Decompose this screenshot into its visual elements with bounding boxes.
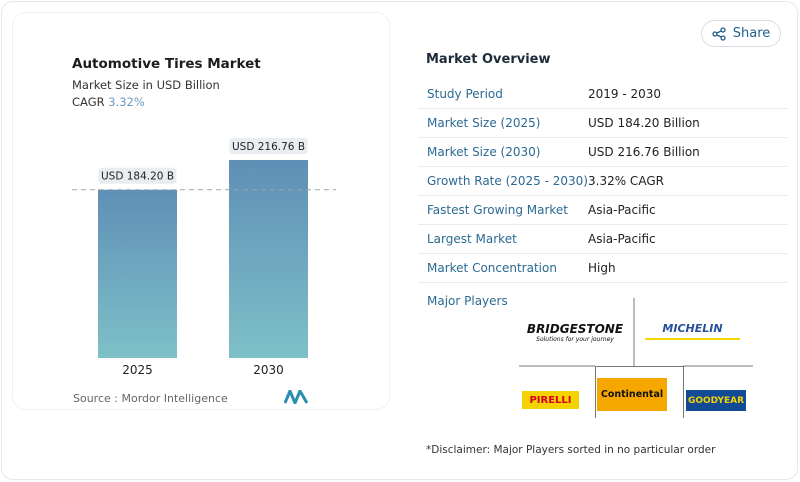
overview-value: Asia-Pacific	[588, 203, 656, 217]
bar-2030	[229, 160, 308, 358]
overview-row: Largest Market Asia-Pacific	[418, 225, 788, 254]
mordor-logo-icon	[284, 390, 308, 404]
overview-value: 3.32% CAGR	[588, 174, 664, 188]
overview-value: USD 184.20 Billion	[588, 116, 700, 130]
x-tick-label: 2025	[122, 363, 153, 377]
source-text: Source : Mordor Intelligence	[73, 392, 228, 405]
overview-key: Largest Market	[427, 232, 517, 246]
overview-title: Market Overview	[426, 52, 551, 67]
bar-2025	[98, 189, 177, 358]
overview-value: 2019 - 2030	[588, 87, 662, 101]
overview-row: Market Concentration High	[418, 254, 788, 283]
bar-chart: USD 184.20 B 2025 USD 216.76 B 2030	[72, 138, 336, 377]
data-label-bg	[98, 167, 177, 184]
disclaimer: *Disclaimer: Major Players sorted in no …	[426, 444, 716, 456]
overview-value: Asia-Pacific	[588, 232, 656, 246]
overview-row: Fastest Growing Market Asia-Pacific	[418, 196, 788, 225]
overview-row: Market Size (2030) USD 216.76 Billion	[418, 138, 788, 167]
overview-row: Market Size (2025) USD 184.20 Billion	[418, 109, 788, 138]
players-grid-lines	[519, 298, 753, 418]
overview-row: Growth Rate (2025 - 2030) 3.32% CAGR	[418, 167, 788, 196]
overview-key: Fastest Growing Market	[427, 203, 569, 217]
chart-card	[12, 12, 390, 410]
michelin-logo: MICHELIN	[645, 318, 740, 340]
cagr-value: 3.32%	[108, 95, 145, 109]
share-icon	[712, 26, 726, 41]
cagr: CAGR 3.32%	[72, 95, 145, 109]
overview-value: USD 216.76 Billion	[588, 145, 700, 159]
overview-key: Market Size (2030)	[427, 145, 541, 159]
chart-title: Automotive Tires Market	[72, 56, 261, 72]
overview-key: Market Concentration	[427, 261, 557, 275]
chart-subtitle: Market Size in USD Billion	[72, 78, 220, 92]
data-label: USD 184.20 B	[101, 171, 174, 183]
cagr-label: CAGR	[72, 95, 105, 109]
overview-value: High	[588, 261, 616, 275]
major-players-label: Major Players	[427, 294, 508, 308]
overview-key: Growth Rate (2025 - 2030)	[427, 174, 588, 188]
share-button[interactable]: Share	[701, 20, 781, 47]
bridgestone-logo: BRIDGESTONE Solutions for your journey	[526, 321, 624, 343]
overview-row: Study Period 2019 - 2030	[418, 80, 788, 109]
continental-logo: Continental	[597, 378, 667, 411]
goodyear-logo: GOODYEAR	[686, 390, 746, 411]
share-label: Share	[732, 26, 771, 41]
overview-key: Study Period	[427, 87, 503, 101]
data-label: USD 216.76 B	[232, 141, 305, 153]
pirelli-logo: PIRELLI	[522, 391, 579, 409]
x-tick-label: 2030	[253, 363, 284, 377]
overview-key: Market Size (2025)	[427, 116, 541, 130]
data-label-bg	[229, 138, 308, 154]
